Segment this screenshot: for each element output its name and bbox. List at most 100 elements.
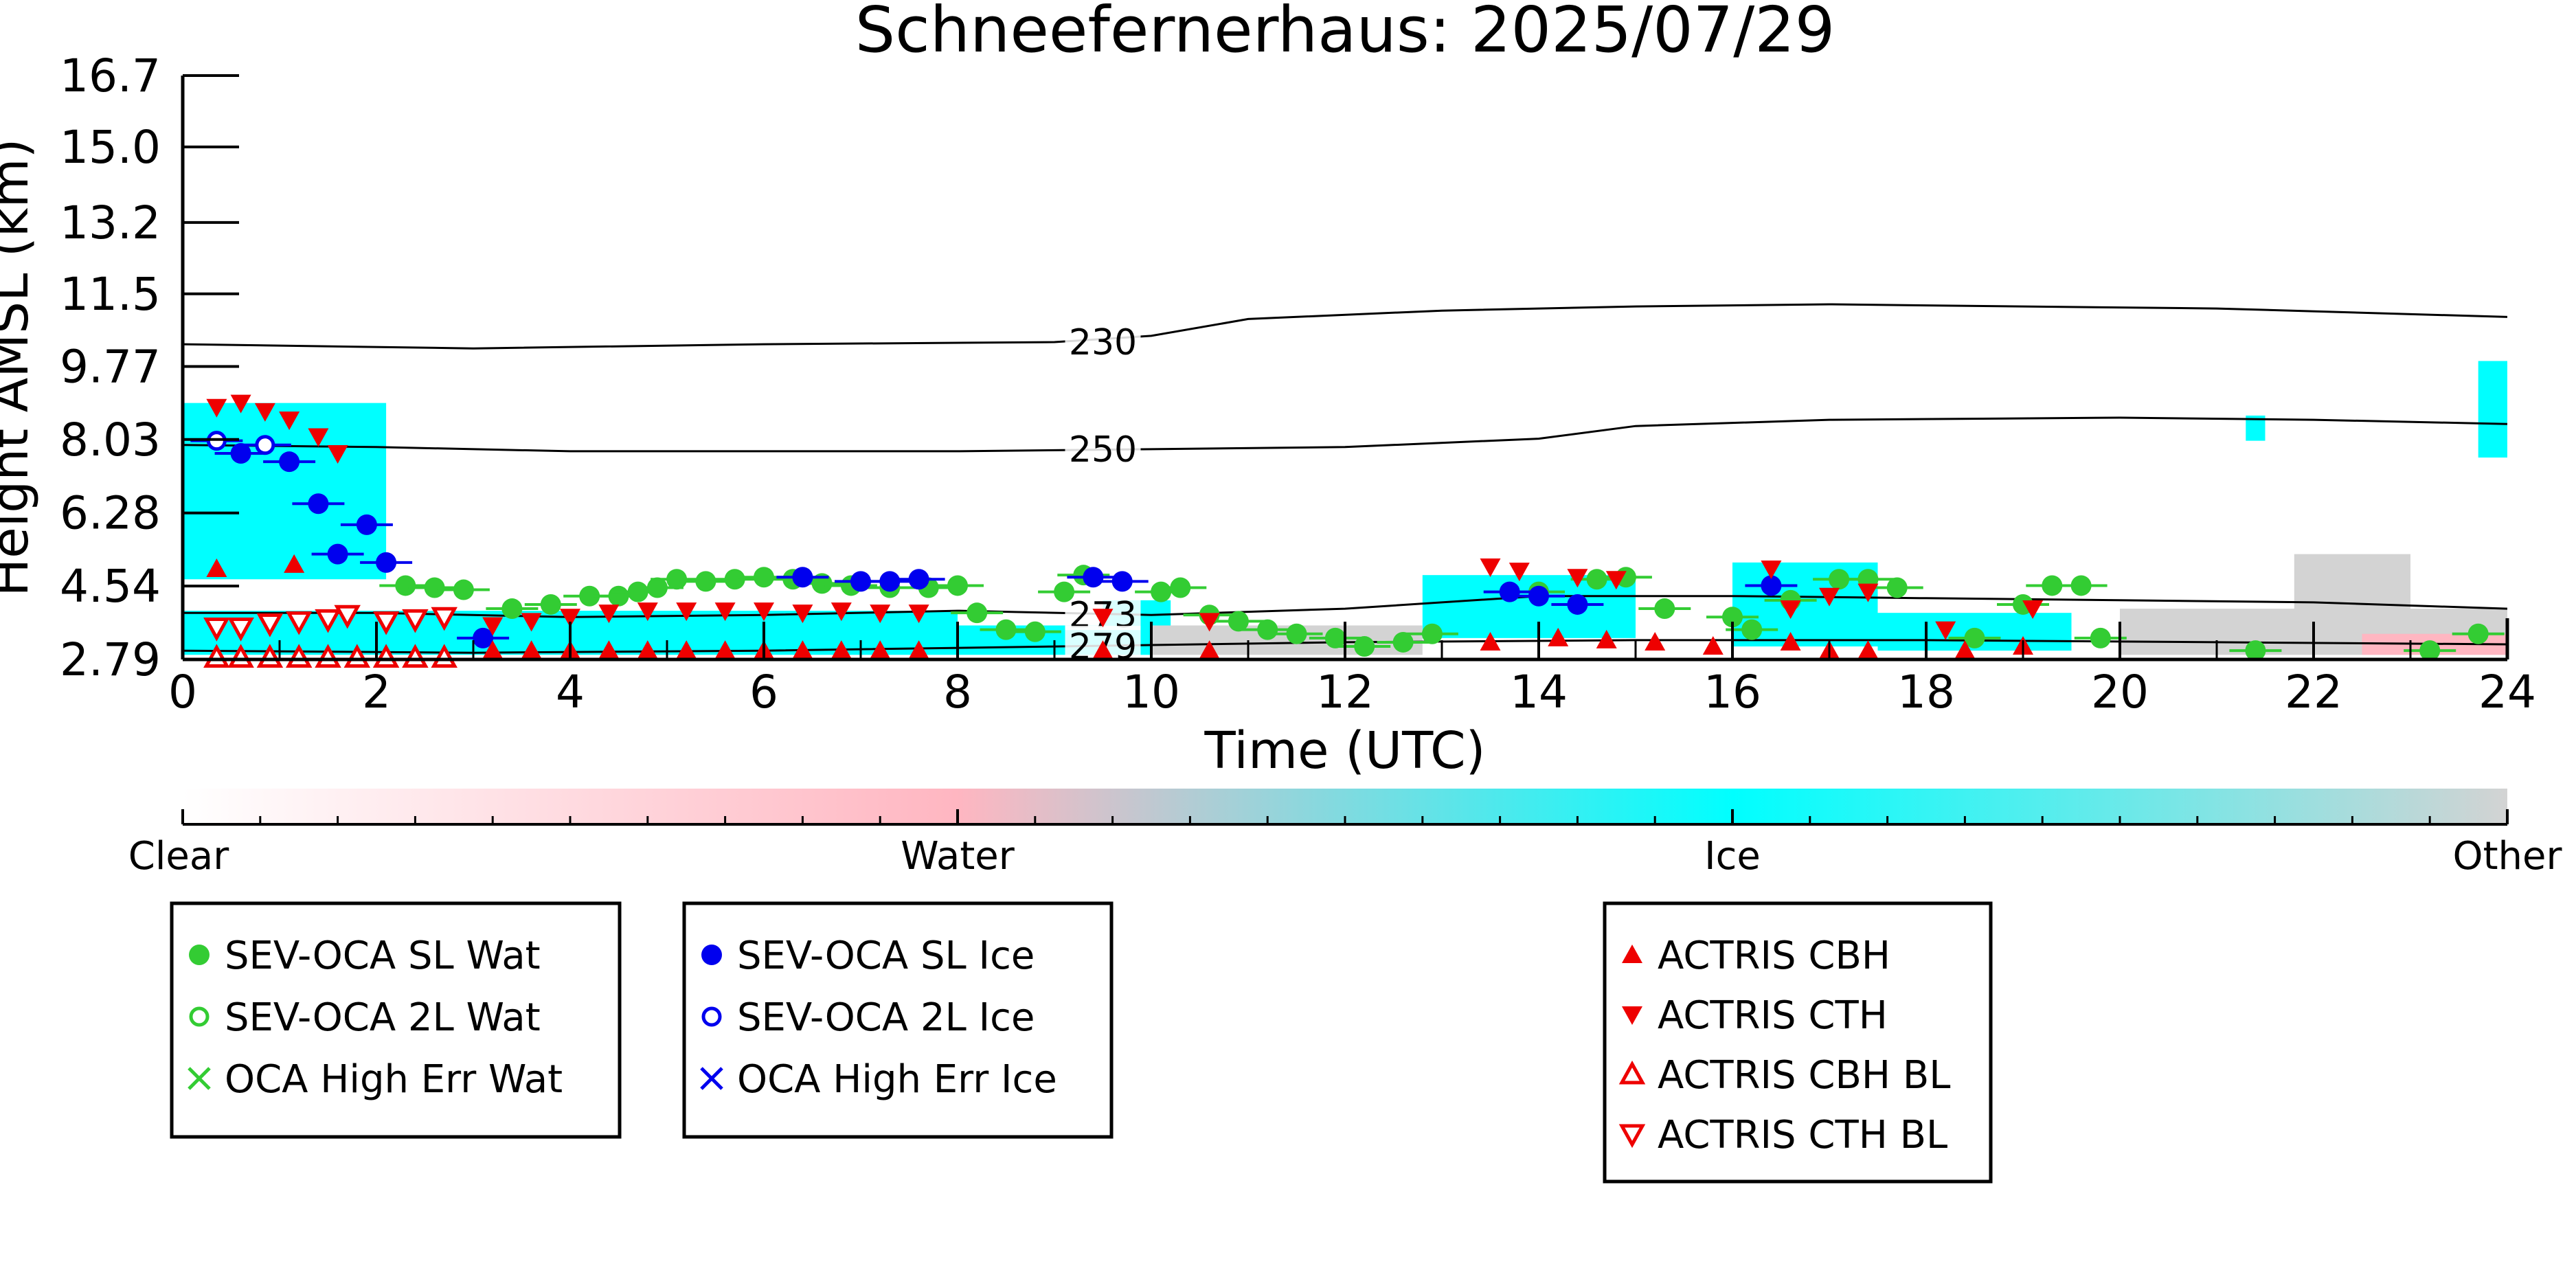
marker-sev-oca-sl-ice — [1111, 571, 1133, 592]
marker-sev-oca-sl-wat — [2419, 640, 2441, 662]
marker-sev-oca-sl-wat — [1228, 611, 1249, 632]
marker-sev-oca-sl-ice — [376, 552, 397, 573]
legend-marker — [701, 945, 722, 965]
marker-actris-cbh-bl — [402, 644, 429, 668]
legend-marker — [1618, 1124, 1646, 1149]
marker-sev-oca-sl-wat — [579, 585, 600, 607]
marker-actris-cth-bl — [285, 611, 313, 635]
marker-sev-oca-sl-ice — [1528, 585, 1549, 607]
x-tick-label: 14 — [1510, 666, 1568, 719]
y-tick-label: 13.2 — [60, 196, 161, 249]
colorbar-label-water: Water — [901, 834, 1015, 879]
contour-label-230: 230 — [1069, 322, 1137, 363]
marker-sev-oca-sl-wat — [1151, 581, 1172, 602]
marker-actris-cth — [598, 605, 620, 624]
colorbar-ticks — [181, 809, 2509, 826]
marker-actris-cth — [1509, 563, 1530, 582]
x-tick-label: 24 — [2478, 666, 2536, 719]
marker-sev-oca-sl-wat — [1257, 619, 1278, 640]
marker-actris-cbh-bl — [343, 644, 371, 668]
legend-label: ACTRIS CTH BL — [1658, 1113, 1947, 1157]
marker-actris-cbh — [284, 554, 305, 573]
marker-actris-cth — [870, 605, 891, 624]
marker-actris-cth — [1605, 571, 1627, 590]
legend-label: ACTRIS CTH — [1658, 993, 1888, 1038]
x-axis-label: Time (UTC) — [1204, 721, 1485, 780]
marker-actris-cth — [1092, 609, 1114, 628]
x-tick-label: 22 — [2285, 666, 2342, 719]
marker-sev-oca-sl-ice — [908, 569, 929, 590]
marker-actris-cth-bl — [431, 607, 457, 631]
marker-sev-oca-sl-wat — [395, 575, 416, 596]
y-tick-label: 11.5 — [60, 268, 161, 321]
marker-sev-oca-sl-wat — [695, 571, 716, 592]
colorbar: Clear Water Ice Other — [128, 789, 2562, 879]
marker-sev-oca-sl-ice — [327, 543, 348, 565]
marker-actris-cth — [714, 602, 736, 622]
marker-sev-oca-sl-ice — [850, 571, 871, 592]
marker-actris-cbh-bl — [431, 644, 457, 668]
marker-actris-cth — [637, 602, 658, 622]
contour-label-250: 250 — [1069, 429, 1137, 471]
colorbar-label-other: Other — [2452, 834, 2562, 879]
marker-actris-cbh — [637, 640, 658, 659]
legend-box-2 — [682, 901, 1114, 1139]
marker-actris-cth — [560, 609, 580, 628]
marker-actris-cth — [1480, 558, 1501, 577]
marker-actris-cbh — [598, 640, 620, 659]
marker-sev-oca-sl-wat — [608, 585, 629, 607]
marker-sev-oca-sl-wat — [1886, 577, 1908, 598]
legend-box-3 — [1603, 901, 1993, 1184]
marker-sev-oca-sl-wat — [2467, 623, 2489, 644]
marker-actris-cbh-bl — [203, 644, 230, 668]
legend-marker — [1622, 1006, 1642, 1025]
y-tick-label: 2.79 — [60, 633, 161, 686]
marker-actris-cth — [1761, 561, 1782, 580]
marker-sev-oca-sl-wat — [967, 602, 988, 624]
legend-marker — [701, 1006, 722, 1027]
marker-sev-oca-sl-wat — [1286, 623, 1307, 644]
marker-actris-cbh — [831, 640, 852, 659]
legend-box-1 — [170, 901, 622, 1139]
marker-actris-cbh — [714, 640, 736, 659]
marker-actris-cth — [308, 428, 329, 447]
marker-actris-cbh — [1780, 631, 1801, 651]
marker-sev-oca-sl-ice — [1761, 575, 1782, 596]
cloud-classification-layer — [183, 361, 2507, 655]
marker-actris-cth — [676, 602, 697, 622]
contour-label-bg — [1065, 428, 1141, 464]
chart-title: Schneefernerhaus: 2025/07/29 — [855, 0, 1835, 67]
x-tick-label: 16 — [1704, 666, 1761, 719]
marker-actris-cbh — [482, 640, 504, 659]
marker-actris-cth — [831, 602, 852, 622]
legend-marker — [1618, 1060, 1646, 1085]
marker-actris-cbh — [1480, 631, 1501, 651]
marker-actris-cth-bl — [402, 609, 429, 633]
marker-actris-cbh — [1702, 636, 1724, 655]
legend-label: SEV-OCA 2L Wat — [225, 995, 541, 1040]
marker-sev-oca-sl-wat — [646, 577, 668, 598]
y-tick-label: 15.0 — [60, 121, 161, 174]
legend-label: ACTRIS CBH — [1658, 934, 1890, 978]
marker-sev-oca-sl-ice — [879, 571, 901, 592]
x-tick-label: 2 — [362, 666, 391, 719]
marker-actris-cth-bl — [372, 611, 400, 635]
marker-actris-cbh — [521, 640, 542, 659]
contour-line-250 — [183, 416, 2507, 453]
marker-sev-oca-sl-wat — [1324, 627, 1346, 648]
x-tick-label: 12 — [1316, 666, 1374, 719]
legend-marker — [700, 1067, 723, 1090]
marker-sev-oca-sl-wat — [1741, 619, 1763, 640]
marker-sev-oca-sl-wat — [1964, 627, 1985, 648]
y-axis-label: Height AMSL (km) — [0, 138, 40, 596]
x-tick-label: 6 — [749, 666, 778, 719]
marker-sev-oca-sl-ice — [1499, 581, 1520, 602]
contour-label-bg — [1065, 321, 1141, 358]
marker-actris-cth-bl — [334, 605, 361, 629]
marker-sev-oca-sl-ice — [308, 493, 329, 515]
marker-sev-oca-sl-wat — [453, 579, 474, 600]
marker-sev-oca-sl-wat — [2042, 575, 2063, 596]
marker-sev-oca-sl-wat — [1421, 623, 1443, 644]
marker-sev-oca-sl-ice — [792, 567, 813, 588]
marker-sev-oca-sl-wat — [666, 569, 688, 590]
